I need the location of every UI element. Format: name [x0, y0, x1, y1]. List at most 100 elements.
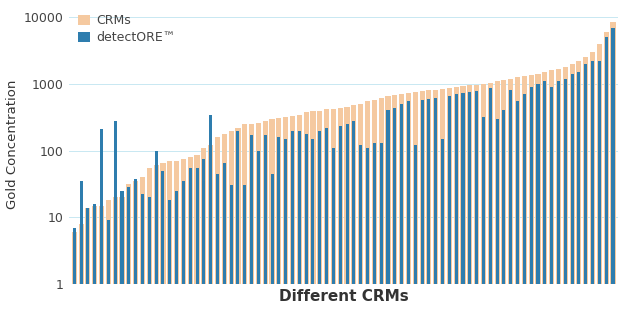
Bar	[522, 76, 527, 310]
Bar	[242, 124, 247, 310]
Bar	[549, 70, 554, 310]
Bar	[577, 61, 582, 310]
Bar	[426, 91, 431, 310]
Bar	[557, 81, 560, 310]
Bar	[509, 91, 512, 310]
Bar	[550, 87, 553, 310]
Bar	[92, 206, 97, 310]
Bar	[276, 118, 281, 310]
Bar	[235, 128, 240, 310]
Bar	[141, 194, 144, 310]
Bar	[126, 184, 132, 310]
Bar	[468, 92, 471, 310]
Bar	[222, 134, 227, 310]
Bar	[93, 204, 96, 310]
Bar	[400, 104, 403, 310]
Bar	[605, 38, 608, 310]
Bar	[133, 181, 139, 310]
Bar	[318, 131, 321, 310]
Bar	[544, 81, 547, 310]
Bar	[508, 79, 514, 310]
Bar	[495, 119, 499, 310]
X-axis label: Different CRMs: Different CRMs	[279, 290, 409, 304]
Bar	[482, 117, 485, 310]
Bar	[257, 151, 260, 310]
Bar	[440, 89, 445, 310]
Bar	[591, 61, 594, 310]
Bar	[338, 108, 343, 310]
Bar	[86, 207, 89, 310]
Bar	[455, 94, 457, 310]
Bar	[414, 145, 417, 310]
Bar	[612, 28, 615, 310]
Bar	[160, 163, 165, 310]
Bar	[209, 115, 212, 310]
Bar	[216, 174, 219, 310]
Bar	[351, 105, 356, 310]
Bar	[372, 100, 377, 310]
Bar	[570, 74, 573, 310]
Bar	[344, 107, 349, 310]
Bar	[243, 185, 246, 310]
Bar	[80, 181, 82, 310]
Legend: CRMs, detectORE™: CRMs, detectORE™	[75, 12, 178, 46]
Bar	[406, 93, 411, 310]
Bar	[236, 131, 240, 310]
Bar	[79, 224, 84, 310]
Bar	[175, 191, 178, 310]
Bar	[298, 131, 301, 310]
Bar	[127, 188, 130, 310]
Bar	[529, 75, 534, 310]
Bar	[399, 94, 404, 310]
Bar	[379, 143, 383, 310]
Bar	[228, 131, 234, 310]
Bar	[537, 84, 540, 310]
Bar	[208, 145, 213, 310]
Bar	[256, 123, 261, 310]
Bar	[174, 161, 179, 310]
Bar	[393, 108, 396, 310]
Bar	[563, 67, 568, 310]
Bar	[386, 110, 389, 310]
Bar	[317, 111, 323, 310]
Bar	[412, 92, 418, 310]
Bar	[433, 90, 438, 310]
Bar	[202, 148, 207, 310]
Bar	[134, 179, 137, 310]
Bar	[494, 81, 500, 310]
Bar	[249, 124, 254, 310]
Bar	[223, 163, 226, 310]
Bar	[188, 157, 193, 310]
Bar	[501, 80, 507, 310]
Bar	[284, 139, 287, 310]
Bar	[447, 88, 452, 310]
Bar	[461, 93, 464, 310]
Bar	[325, 128, 328, 310]
Bar	[100, 129, 103, 310]
Bar	[311, 139, 314, 310]
Bar	[570, 64, 575, 310]
Bar	[283, 117, 288, 310]
Bar	[353, 121, 356, 310]
Bar	[448, 96, 451, 310]
Bar	[474, 85, 479, 310]
Bar	[263, 121, 268, 310]
Bar	[427, 99, 431, 310]
Bar	[563, 79, 567, 310]
Bar	[167, 161, 172, 310]
Bar	[114, 121, 117, 310]
Bar	[99, 206, 104, 310]
Bar	[366, 148, 369, 310]
Bar	[339, 126, 342, 310]
Y-axis label: Gold Concentration: Gold Concentration	[6, 80, 19, 210]
Bar	[310, 111, 316, 310]
Bar	[73, 228, 76, 310]
Bar	[188, 168, 192, 310]
Bar	[147, 168, 152, 310]
Bar	[523, 94, 526, 310]
Bar	[182, 181, 185, 310]
Bar	[120, 191, 124, 310]
Bar	[386, 96, 391, 310]
Bar	[162, 170, 165, 310]
Bar	[515, 78, 520, 310]
